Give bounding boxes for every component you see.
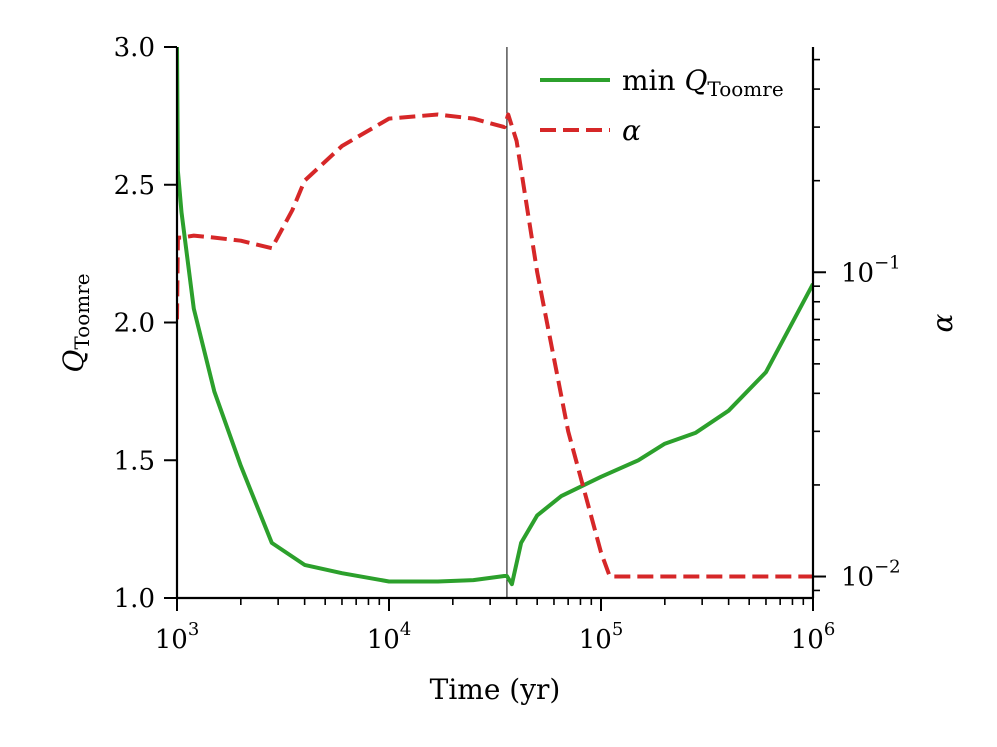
y-right-tick-label: 10−2	[841, 557, 901, 593]
series-line-alpha	[177, 112, 813, 579]
y-left-title-sub: Toomre	[70, 273, 94, 349]
series-line-q-toomre	[177, 47, 813, 587]
x-axis-title: Time (yr)	[430, 673, 561, 706]
legend-label: α	[622, 114, 641, 147]
x-tick-label: 104	[367, 619, 412, 655]
y-left-tick-label: 3.0	[114, 33, 155, 63]
y-left-tick-label: 2.0	[114, 309, 155, 339]
y-left-ticks: 1.0 1.5 2.0 2.5 3.0	[114, 33, 177, 614]
y-right-axis-title: α	[926, 313, 959, 332]
x-ticks: 103 104 105 106	[155, 598, 836, 655]
y-left-title-base: Q	[57, 350, 90, 373]
y-right-tick-label: 10−1	[841, 252, 901, 288]
x-tick-label: 103	[155, 619, 200, 655]
y-left-tick-label: 2.5	[114, 171, 155, 201]
y-right-ticks: 10−2 10−1	[813, 58, 901, 593]
x-tick-label: 105	[579, 619, 624, 655]
legend-box	[532, 56, 810, 156]
y-left-tick-label: 1.5	[114, 446, 155, 476]
legend: min QToomre α	[532, 56, 810, 156]
x-tick-label: 106	[791, 619, 836, 655]
plot-lines	[177, 47, 813, 598]
y-left-tick-label: 1.0	[114, 584, 155, 614]
y-left-axis-title: QToomre	[57, 273, 94, 372]
legend-label: min QToomre	[622, 64, 784, 101]
